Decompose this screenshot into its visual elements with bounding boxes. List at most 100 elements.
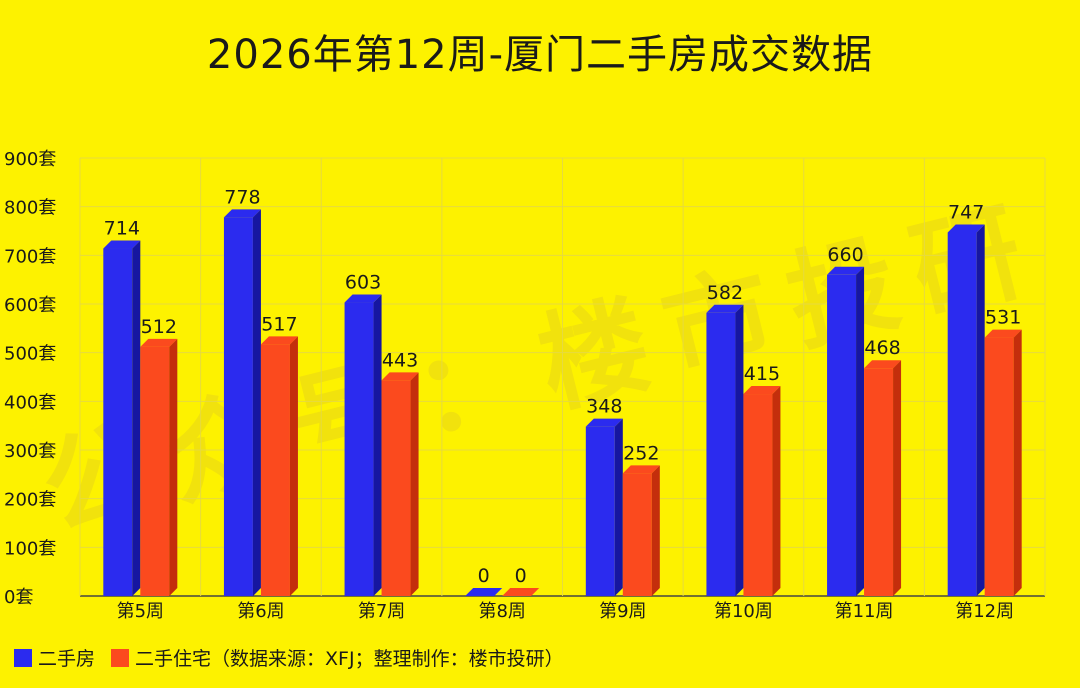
bar-side (252, 209, 261, 596)
chart-title: 2026年第12周-厦门二手房成交数据 (206, 32, 874, 78)
data-label: 517 (261, 313, 297, 335)
data-label: 512 (141, 316, 177, 338)
data-label: 348 (586, 396, 622, 418)
bar-front (344, 302, 374, 596)
bar-chart: 0套 100套 200套 300套 400套 500套 600套 700套 800套 900套 7… (4, 149, 1046, 622)
bar-side (410, 372, 419, 596)
x-tick-label: 第11周 (835, 601, 894, 622)
bar-front (381, 380, 411, 596)
bar-front (622, 473, 652, 596)
bar-series1 (223, 209, 261, 596)
bar-side (1013, 329, 1022, 596)
y-tick-label: 300套 (4, 441, 56, 462)
y-tick-label: 500套 (4, 344, 56, 365)
bar-side (373, 294, 382, 596)
data-label: 714 (104, 218, 140, 240)
x-tick-label: 第9周 (599, 601, 646, 622)
bar-side (169, 338, 178, 596)
bar-series1 (706, 304, 744, 596)
legend: 二手房 二手住宅 （数据来源：XFJ；整理制作：楼市投研） (14, 644, 580, 671)
bar-side (893, 360, 902, 596)
legend-swatch-series1 (14, 648, 32, 667)
bar-front (984, 337, 1014, 596)
y-tick-label: 100套 (4, 538, 56, 559)
bar-series1 (947, 224, 985, 596)
legend-note: （数据来源：XFJ；整理制作：楼市投研） (211, 648, 564, 670)
bar-series2 (864, 360, 902, 596)
bar-top (502, 588, 540, 596)
x-tick-label: 第6周 (237, 601, 284, 622)
bar-side (132, 240, 141, 596)
y-tick-label: 200套 (4, 490, 56, 511)
bar-side (735, 304, 744, 596)
x-axis-ticks: 第5周 第6周 第7周 第8周 第9周 第10周 第11周 第12周 (117, 601, 1015, 622)
bar-series1 (465, 588, 503, 596)
bar-front (706, 312, 736, 596)
y-tick-label: 700套 (4, 246, 56, 267)
data-label: 468 (864, 337, 900, 359)
bar-top (827, 266, 865, 275)
data-label: 0 (478, 565, 490, 587)
y-tick-label: 600套 (4, 295, 56, 316)
bar-top (103, 240, 141, 249)
bar-series2 (502, 588, 540, 596)
bar-front (260, 344, 290, 596)
bar-top (140, 338, 178, 347)
bar-side (614, 418, 623, 596)
bar-series1 (827, 266, 865, 596)
y-tick-label: 800套 (4, 198, 56, 219)
bar-series1 (103, 240, 141, 596)
bar-series1 (344, 294, 382, 596)
bar-front (140, 346, 170, 596)
bar-top (706, 304, 744, 313)
bar-front (947, 232, 977, 596)
bar-front (223, 217, 253, 596)
x-tick-label: 第10周 (714, 601, 773, 622)
y-tick-label: 400套 (4, 392, 56, 413)
bar-series2 (140, 338, 178, 596)
bar-top (381, 372, 419, 381)
y-tick-label: 900套 (4, 149, 56, 170)
bar-top (223, 209, 261, 218)
bar-side (772, 386, 781, 596)
legend-swatch-series2 (111, 648, 130, 667)
bar-side (289, 336, 298, 596)
data-label: 0 (515, 565, 527, 587)
bar-series2 (743, 386, 781, 596)
legend-item-series1: 二手房 (14, 644, 95, 671)
bar-front (743, 394, 773, 596)
y-tick-label: 0套 (4, 587, 33, 608)
bar-top (743, 386, 781, 395)
x-tick-label: 第12周 (955, 601, 1014, 622)
data-label: 660 (827, 244, 863, 266)
legend-item-series2: 二手住宅 （数据来源：XFJ；整理制作：楼市投研） (111, 644, 564, 671)
y-axis-ticks: 0套 100套 200套 300套 400套 500套 600套 700套 800套 900套 (4, 149, 56, 608)
data-label: 582 (707, 282, 743, 304)
bar-top (622, 465, 660, 474)
bar-front (864, 368, 894, 596)
data-label: 531 (985, 307, 1021, 329)
data-label: 415 (744, 363, 780, 385)
data-label: 778 (224, 186, 260, 208)
bar-top (585, 418, 623, 427)
legend-label-series1: 二手房 (38, 648, 96, 670)
bar-series1 (585, 418, 623, 596)
bars (103, 209, 1022, 596)
bar-top (260, 336, 298, 345)
x-tick-label: 第7周 (358, 601, 405, 622)
bar-front (103, 248, 133, 596)
data-label: 443 (382, 349, 418, 371)
bar-series2 (260, 336, 298, 596)
bar-top (344, 294, 382, 303)
x-tick-label: 第8周 (478, 601, 525, 622)
bar-series2 (381, 372, 419, 596)
bar-top (984, 329, 1022, 338)
bar-top (465, 588, 503, 596)
bar-top (947, 224, 985, 233)
legend-label-series2: 二手住宅 (135, 648, 212, 670)
x-tick-label: 第5周 (117, 601, 164, 622)
data-label: 603 (345, 272, 381, 294)
bar-front (585, 426, 615, 596)
data-label: 747 (948, 201, 984, 223)
bar-series2 (622, 465, 660, 596)
